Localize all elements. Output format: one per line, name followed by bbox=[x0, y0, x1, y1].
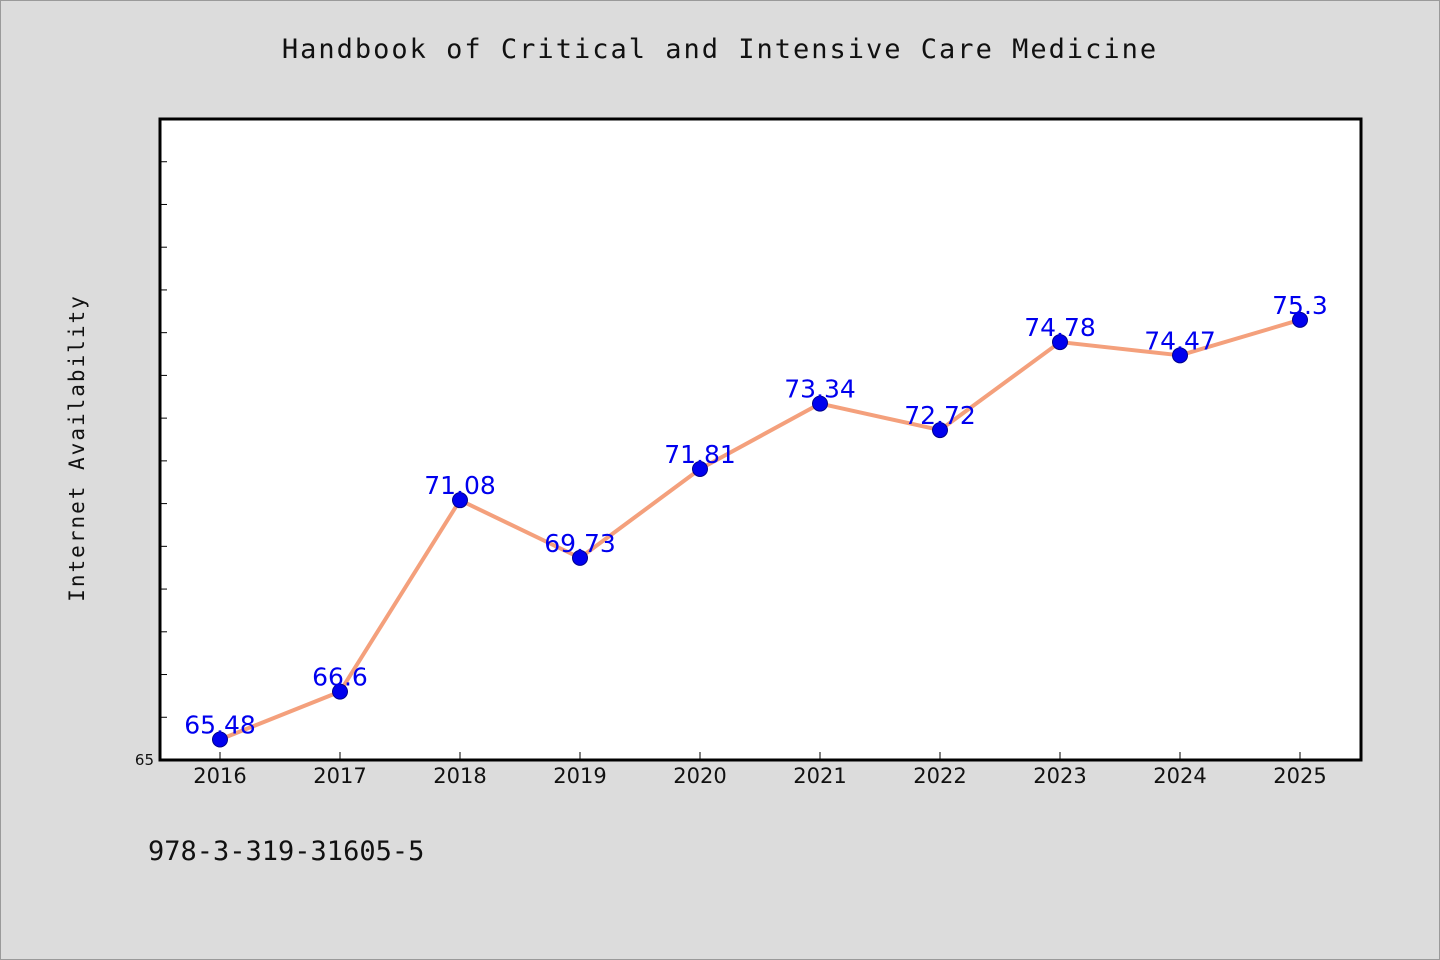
x-tick-label: 2016 bbox=[193, 764, 246, 788]
data-label: 74.47 bbox=[1144, 326, 1216, 355]
y-tick-label: 65 bbox=[135, 751, 154, 769]
data-label: 65.48 bbox=[184, 710, 256, 739]
isbn-annotation: 978-3-319-31605-5 bbox=[148, 836, 425, 867]
chart-title: Handbook of Critical and Intensive Care … bbox=[281, 34, 1159, 65]
plot-area bbox=[158, 117, 1363, 762]
data-point bbox=[932, 422, 948, 439]
x-tick-label: 2017 bbox=[313, 764, 366, 788]
data-label: 71.08 bbox=[424, 471, 496, 500]
x-tick-label: 2022 bbox=[913, 764, 966, 788]
data-label: 74.78 bbox=[1024, 313, 1096, 342]
data-point bbox=[212, 731, 228, 748]
x-axis-ticks: 2016 2017 2018 2019 2020 2021 2022 2023 2024 2025 bbox=[193, 752, 1327, 788]
data-point bbox=[692, 460, 708, 477]
data-label: 69.73 bbox=[544, 529, 616, 558]
data-label: 71.81 bbox=[664, 440, 736, 469]
series-line bbox=[219, 317, 1301, 742]
data-point bbox=[572, 549, 588, 566]
data-point bbox=[1292, 311, 1308, 328]
data-point bbox=[1172, 347, 1188, 364]
data-label: 73.34 bbox=[784, 375, 856, 404]
data-point bbox=[452, 492, 468, 509]
x-tick-label: 2025 bbox=[1273, 764, 1326, 788]
x-tick-label: 2024 bbox=[1153, 764, 1206, 788]
x-tick-label: 2023 bbox=[1033, 764, 1086, 788]
data-point bbox=[332, 683, 348, 700]
series-layer: 65.48 66.6 71.08 69.73 71.81 73.34 72.72 74.78 7… bbox=[184, 291, 1328, 748]
y-axis-ticks: 65 bbox=[135, 161, 167, 769]
x-tick-label: 2021 bbox=[793, 764, 846, 788]
x-tick-label: 2019 bbox=[553, 764, 606, 788]
data-label: 66.6 bbox=[312, 663, 368, 692]
data-point bbox=[1052, 334, 1068, 351]
data-label: 72.72 bbox=[904, 401, 976, 430]
data-point bbox=[812, 395, 828, 412]
x-tick-label: 2018 bbox=[433, 764, 486, 788]
data-label: 75.3 bbox=[1272, 291, 1328, 320]
x-tick-label: 2020 bbox=[673, 764, 726, 788]
